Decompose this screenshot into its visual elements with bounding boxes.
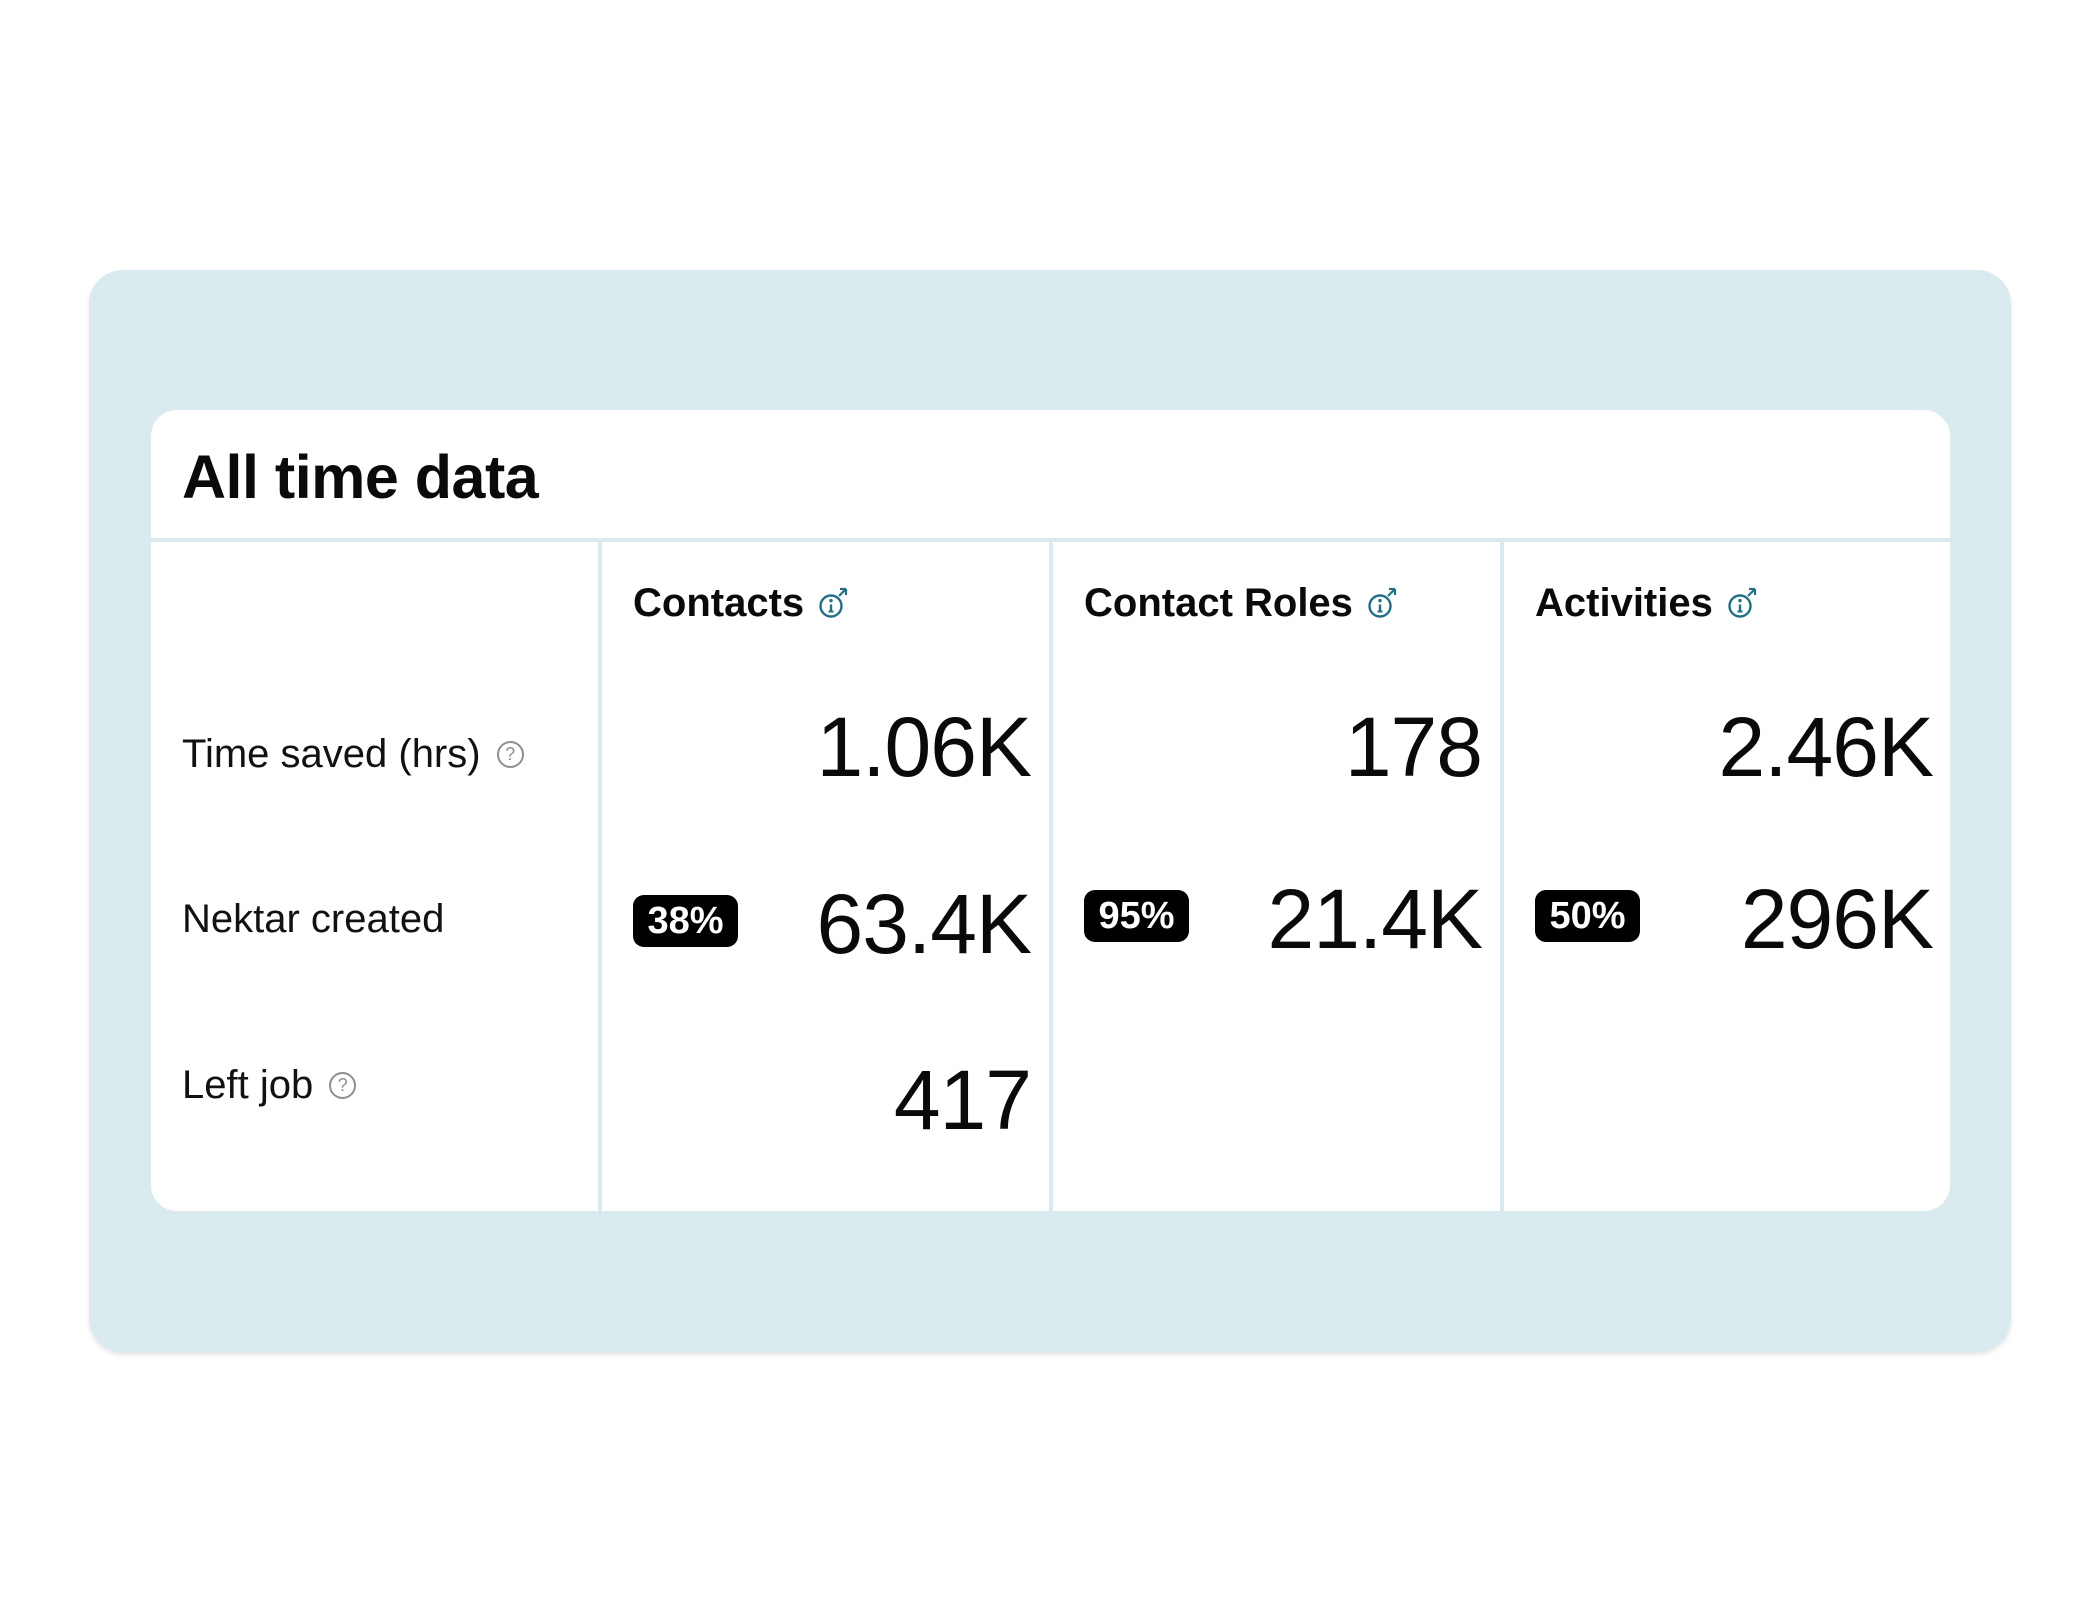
all-time-data-card: All time data Time saved (hrs) ? Nektar …	[151, 410, 1950, 1211]
metric-left-job-contacts: 417	[893, 1053, 1032, 1147]
info-icon[interactable]	[1367, 586, 1397, 620]
metric-nektar-created-contacts: 63.4K	[816, 877, 1032, 971]
column-divider	[1049, 542, 1053, 1211]
card-title: All time data	[182, 443, 539, 511]
question-circle-icon[interactable]: ?	[329, 1071, 357, 1099]
column-header-contact-roles: Contact Roles	[1084, 578, 1397, 628]
metric-nektar-created-activities: 296K	[1740, 872, 1934, 966]
question-circle-icon[interactable]: ?	[496, 740, 524, 768]
card-header: All time data	[151, 410, 1950, 542]
column-header-activities: Activities	[1535, 578, 1757, 628]
column-divider	[1500, 542, 1504, 1211]
metric-nektar-created-contact-roles: 21.4K	[1267, 872, 1483, 966]
percent-badge-activities: 50%	[1535, 890, 1640, 942]
info-icon[interactable]	[1727, 586, 1757, 620]
row-label-text: Nektar created	[182, 897, 445, 941]
row-label-text: Left job	[182, 1063, 314, 1107]
info-icon[interactable]	[818, 586, 848, 620]
column-title: Contact Roles	[1084, 581, 1353, 625]
column-header-contacts: Contacts	[633, 578, 848, 628]
metric-time-saved-activities: 2.46K	[1718, 700, 1934, 794]
row-label-left-job: Left job ?	[182, 1060, 357, 1110]
column-divider	[598, 542, 602, 1211]
outer-panel: All time data Time saved (hrs) ? Nektar …	[89, 270, 2011, 1352]
percent-badge-contacts: 38%	[633, 895, 738, 947]
row-label-nektar-created: Nektar created	[182, 894, 444, 944]
percent-badge-contact-roles: 95%	[1084, 890, 1189, 942]
column-title: Activities	[1535, 581, 1713, 625]
column-title: Contacts	[633, 581, 805, 625]
metric-time-saved-contact-roles: 178	[1344, 700, 1483, 794]
row-label-time-saved: Time saved (hrs) ?	[182, 729, 524, 779]
row-label-text: Time saved (hrs)	[182, 732, 481, 776]
metrics-grid: Time saved (hrs) ? Nektar created Left j…	[151, 542, 1950, 1211]
metric-time-saved-contacts: 1.06K	[816, 700, 1032, 794]
